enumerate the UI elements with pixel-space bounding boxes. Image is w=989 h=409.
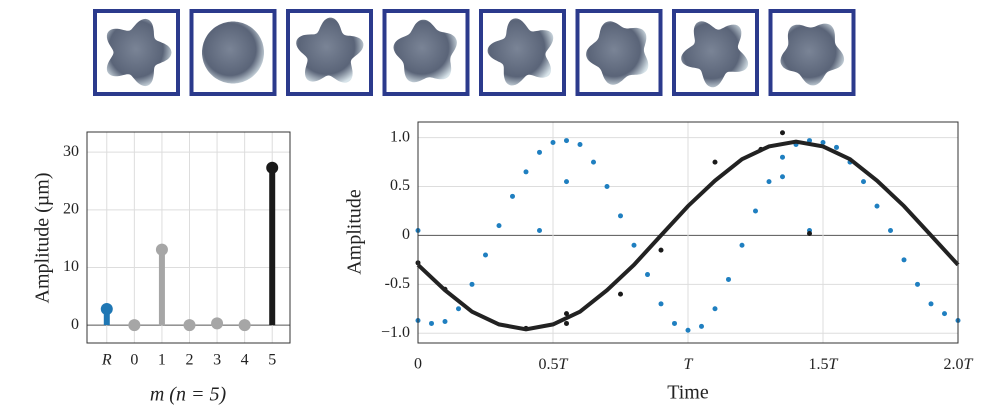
stem-head	[238, 319, 251, 332]
stem-head	[183, 319, 196, 332]
point	[456, 306, 461, 312]
point	[564, 311, 569, 317]
y-tick-label: 0.5	[390, 177, 410, 194]
x-tick-label: 0	[130, 352, 138, 369]
point	[780, 154, 785, 160]
line	[416, 139, 960, 332]
point	[712, 159, 718, 165]
stem-head	[266, 161, 279, 174]
plot-frame	[417, 121, 959, 344]
y-tick-label: -0.5	[385, 275, 410, 292]
x-tick-label: 4	[241, 352, 249, 369]
thumb-shape	[586, 21, 649, 85]
stem-head	[128, 319, 141, 332]
point	[874, 203, 880, 209]
thumb-shape	[296, 17, 364, 83]
x-tick-label: R	[101, 352, 112, 369]
thumb-shape	[487, 18, 554, 86]
stem-head	[211, 317, 224, 330]
point	[672, 320, 677, 326]
y-tick-label: 0	[402, 226, 410, 243]
x-tick-label: 2.0T	[944, 356, 974, 373]
point	[523, 169, 529, 175]
y-tick-label: 0	[71, 316, 79, 333]
point	[901, 257, 907, 263]
x-tick-label: 5	[268, 352, 276, 369]
point	[550, 140, 556, 146]
point	[766, 179, 772, 185]
stem-head	[100, 302, 113, 315]
point	[807, 230, 812, 236]
point	[469, 281, 475, 287]
point	[834, 144, 839, 150]
point	[658, 301, 664, 307]
plot-frame	[86, 131, 291, 344]
point	[591, 159, 596, 165]
point	[618, 213, 623, 219]
point	[928, 301, 934, 307]
point	[820, 140, 826, 146]
y-axis-label: Amplitude (µm)	[32, 173, 54, 304]
point	[645, 272, 650, 278]
point	[483, 252, 488, 258]
point	[496, 223, 502, 229]
x-tick-label: 3	[213, 352, 221, 369]
y-tick-label: 30	[63, 143, 79, 160]
x-axis-label: Time	[667, 382, 709, 404]
thumb-shape	[393, 19, 457, 83]
point	[631, 242, 637, 248]
point	[442, 318, 448, 324]
point	[753, 208, 758, 214]
thumb-shape	[106, 18, 172, 87]
thumb-shape	[681, 21, 749, 88]
point	[618, 291, 623, 297]
point	[942, 311, 947, 317]
x-tick-label: 0	[414, 356, 422, 373]
thumb-shape	[780, 23, 845, 86]
point	[564, 138, 569, 144]
point	[564, 179, 569, 185]
point	[510, 193, 515, 199]
x-tick-label: T	[684, 356, 694, 373]
point	[726, 276, 731, 282]
x-tick-label: 0.5T	[539, 356, 569, 373]
point	[537, 228, 542, 234]
y-tick-label: 20	[63, 200, 79, 217]
y-tick-label: 10	[63, 258, 79, 275]
y-axis-label: Amplitude	[344, 189, 366, 275]
x-tick-label: 1	[158, 352, 166, 369]
shape-thumbnails	[93, 9, 856, 96]
x-tick-label: 2	[186, 352, 194, 369]
y-tick-label: 1.0	[390, 128, 410, 145]
point	[564, 320, 569, 326]
point	[577, 141, 583, 147]
point	[780, 174, 785, 180]
x-tick-label: 1.5T	[809, 356, 839, 373]
y-tick-label: −1.0	[381, 324, 410, 341]
point	[915, 281, 920, 287]
x-axis-label: m (n = 5)	[150, 384, 227, 406]
point	[604, 184, 610, 190]
point	[685, 327, 691, 333]
point	[888, 228, 893, 234]
point	[712, 306, 718, 312]
thumb-shape	[202, 21, 264, 84]
point	[861, 179, 866, 185]
point	[739, 242, 745, 248]
point	[537, 149, 542, 155]
point	[780, 130, 785, 136]
stem-head	[155, 243, 168, 256]
point	[658, 247, 664, 253]
point	[699, 323, 704, 329]
point	[429, 320, 434, 326]
